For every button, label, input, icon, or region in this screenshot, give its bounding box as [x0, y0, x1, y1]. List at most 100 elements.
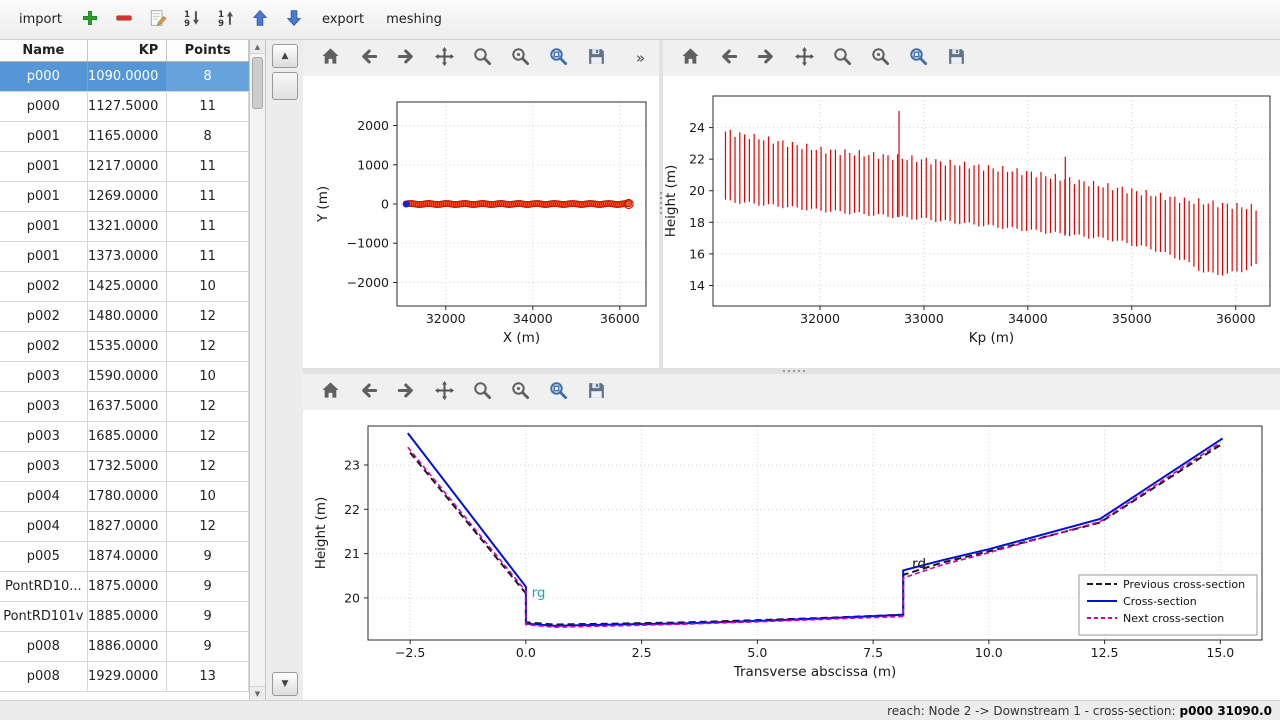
zoom-rect-button[interactable]	[903, 43, 933, 73]
cell-name[interactable]: PontRD10...	[0, 572, 88, 601]
cell-points[interactable]: 12	[167, 452, 249, 481]
cell-kp[interactable]: 31425.0000	[88, 272, 168, 301]
zoom-rect-button[interactable]	[543, 43, 573, 73]
cell-points[interactable]: 9	[167, 632, 249, 661]
cell-name[interactable]: p008	[0, 632, 88, 661]
cell-points[interactable]: 11	[167, 212, 249, 241]
plan-view-chart[interactable]: 32000 34000 36000 −2000 −1000 0 1000 2000 X (m) Y…	[303, 76, 659, 368]
column-header-points[interactable]: Points	[167, 40, 249, 61]
cell-kp[interactable]: 31874.0000	[88, 542, 168, 571]
pan-button[interactable]	[429, 43, 459, 73]
cross-section-chart[interactable]: −2.5 0.0 2.5 5.0 7.5 10.0 12.5 15.0 20 21 22 23 Tran…	[303, 410, 1280, 700]
cell-kp[interactable]: 31885.0000	[88, 602, 168, 631]
zoom-button[interactable]	[827, 43, 857, 73]
cross-section-canvas[interactable]: −2.5 0.0 2.5 5.0 7.5 10.0 12.5 15.0 20 21 22 23 Tran…	[303, 410, 1280, 704]
pan-button[interactable]	[789, 43, 819, 73]
cell-kp[interactable]: 31127.5000	[88, 92, 168, 121]
cell-name[interactable]: p001	[0, 182, 88, 211]
zoom-button[interactable]	[467, 377, 497, 407]
export-button[interactable]: export	[321, 12, 365, 27]
table-scrollbar[interactable]: ▲ ▼	[250, 40, 266, 700]
toolbar-overflow-chevron[interactable]: »	[635, 49, 645, 67]
cell-name[interactable]: p002	[0, 272, 88, 301]
home-button[interactable]	[315, 377, 345, 407]
longitudinal-profile-canvas[interactable]: 32000 33000 34000 35000 36000 14 16 18 20 22 24 Kp …	[663, 76, 1280, 372]
cell-kp[interactable]: 31217.0000	[88, 152, 168, 181]
cell-points[interactable]: 8	[167, 62, 249, 91]
cell-name[interactable]: p000	[0, 92, 88, 121]
cell-points[interactable]: 10	[167, 362, 249, 391]
cell-points[interactable]: 9	[167, 602, 249, 631]
cell-kp[interactable]: 31886.0000	[88, 632, 168, 661]
panel-scroll-up-button[interactable]: ▲	[272, 44, 298, 68]
cell-kp[interactable]: 31165.0000	[88, 122, 168, 151]
save-button[interactable]	[941, 43, 971, 73]
import-button[interactable]: import	[19, 12, 62, 27]
panel-scroll-down-button[interactable]: ▼	[272, 672, 298, 696]
cell-name[interactable]: p002	[0, 302, 88, 331]
cell-kp[interactable]: 31321.0000	[88, 212, 168, 241]
edit-button[interactable]	[143, 5, 173, 35]
cell-points[interactable]: 11	[167, 152, 249, 181]
zoom-original-button[interactable]	[505, 43, 535, 73]
table-scrollbar-thumb[interactable]	[252, 57, 263, 109]
cell-points[interactable]: 10	[167, 272, 249, 301]
cell-points[interactable]: 12	[167, 392, 249, 421]
cell-kp[interactable]: 31535.0000	[88, 332, 168, 361]
cell-name[interactable]: p001	[0, 212, 88, 241]
move-down-button[interactable]	[279, 5, 309, 35]
cell-name[interactable]: p005	[0, 542, 88, 571]
save-button[interactable]	[581, 43, 611, 73]
cell-name[interactable]: p003	[0, 362, 88, 391]
cell-kp[interactable]: 31875.0000	[88, 572, 168, 601]
cell-kp[interactable]: 31929.0000	[88, 662, 168, 691]
cell-name[interactable]: p001	[0, 122, 88, 151]
move-up-button[interactable]	[245, 5, 275, 35]
cell-name[interactable]: p004	[0, 482, 88, 511]
cell-points[interactable]: 11	[167, 92, 249, 121]
zoom-original-button[interactable]	[865, 43, 895, 73]
forward-button[interactable]	[391, 377, 421, 407]
longitudinal-profile-chart[interactable]: 32000 33000 34000 35000 36000 14 16 18 20 22 24 Kp …	[663, 76, 1280, 368]
cell-name[interactable]: p003	[0, 452, 88, 481]
cell-name[interactable]: p001	[0, 152, 88, 181]
vertical-splitter[interactable]	[659, 40, 663, 368]
remove-cross-section-button[interactable]	[109, 5, 139, 35]
zoom-original-button[interactable]	[505, 377, 535, 407]
forward-button[interactable]	[751, 43, 781, 73]
cell-name[interactable]: p001	[0, 242, 88, 271]
plan-view-canvas[interactable]: 32000 34000 36000 −2000 −1000 0 1000 2000 X (m) Y…	[303, 76, 659, 372]
save-button[interactable]	[581, 377, 611, 407]
cell-kp[interactable]: 31269.0000	[88, 182, 168, 211]
pan-button[interactable]	[429, 377, 459, 407]
forward-button[interactable]	[391, 43, 421, 73]
meshing-button[interactable]: meshing	[386, 12, 442, 27]
table-scroll-down-icon[interactable]: ▼	[250, 686, 265, 700]
cell-points[interactable]: 8	[167, 122, 249, 151]
panel-scrollbar-thumb[interactable]	[272, 72, 298, 100]
cell-kp[interactable]: 31090.0000	[88, 62, 168, 91]
zoom-button[interactable]	[467, 43, 497, 73]
zoom-rect-button[interactable]	[543, 377, 573, 407]
cell-kp[interactable]: 31373.0000	[88, 242, 168, 271]
cell-points[interactable]: 12	[167, 332, 249, 361]
